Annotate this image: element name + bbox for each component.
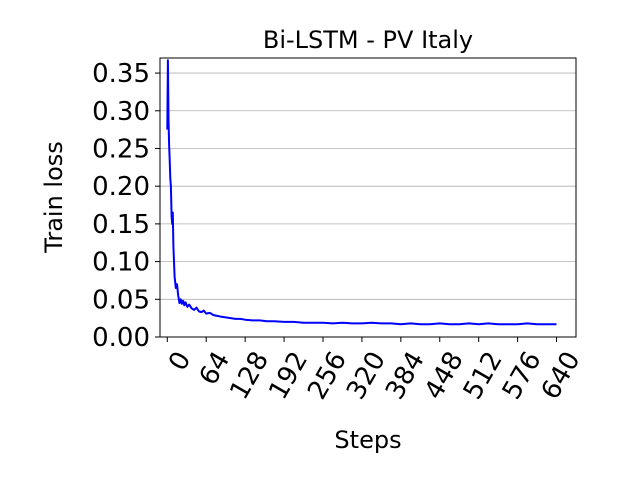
x-tick-label: 384 — [380, 347, 431, 405]
x-tick-label: 128 — [224, 347, 275, 405]
x-axis-label: Steps — [334, 426, 401, 454]
x-tick-label: 512 — [458, 347, 509, 405]
y-tick-label: 0.25 — [92, 134, 150, 164]
x-tick-label: 0 — [163, 347, 197, 376]
y-tick-label: 0.35 — [92, 59, 150, 89]
y-tick-label: 0.30 — [92, 97, 150, 127]
x-tick-label: 576 — [497, 347, 548, 405]
axis-layer: 0.000.050.100.150.200.250.300.3506412819… — [92, 59, 586, 405]
y-axis-label: Train loss — [40, 141, 68, 254]
grid-layer — [160, 72, 576, 338]
line-layer — [166, 59, 557, 326]
x-tick-label: 192 — [263, 347, 314, 405]
y-tick-label: 0.20 — [92, 172, 150, 202]
chart-title: Bi-LSTM - PV Italy — [263, 26, 473, 54]
x-tick-label: 256 — [302, 347, 353, 405]
y-tick-label: 0.10 — [92, 248, 150, 278]
y-tick-label: 0.05 — [92, 285, 150, 315]
x-tick-label: 320 — [341, 347, 392, 405]
x-tick-label: 448 — [419, 347, 470, 405]
train-loss-line — [166, 59, 557, 326]
plot-frame — [159, 57, 577, 338]
y-tick-label: 0.00 — [92, 323, 150, 353]
x-tick-label: 640 — [536, 347, 587, 405]
y-tick-label: 0.15 — [92, 210, 150, 240]
